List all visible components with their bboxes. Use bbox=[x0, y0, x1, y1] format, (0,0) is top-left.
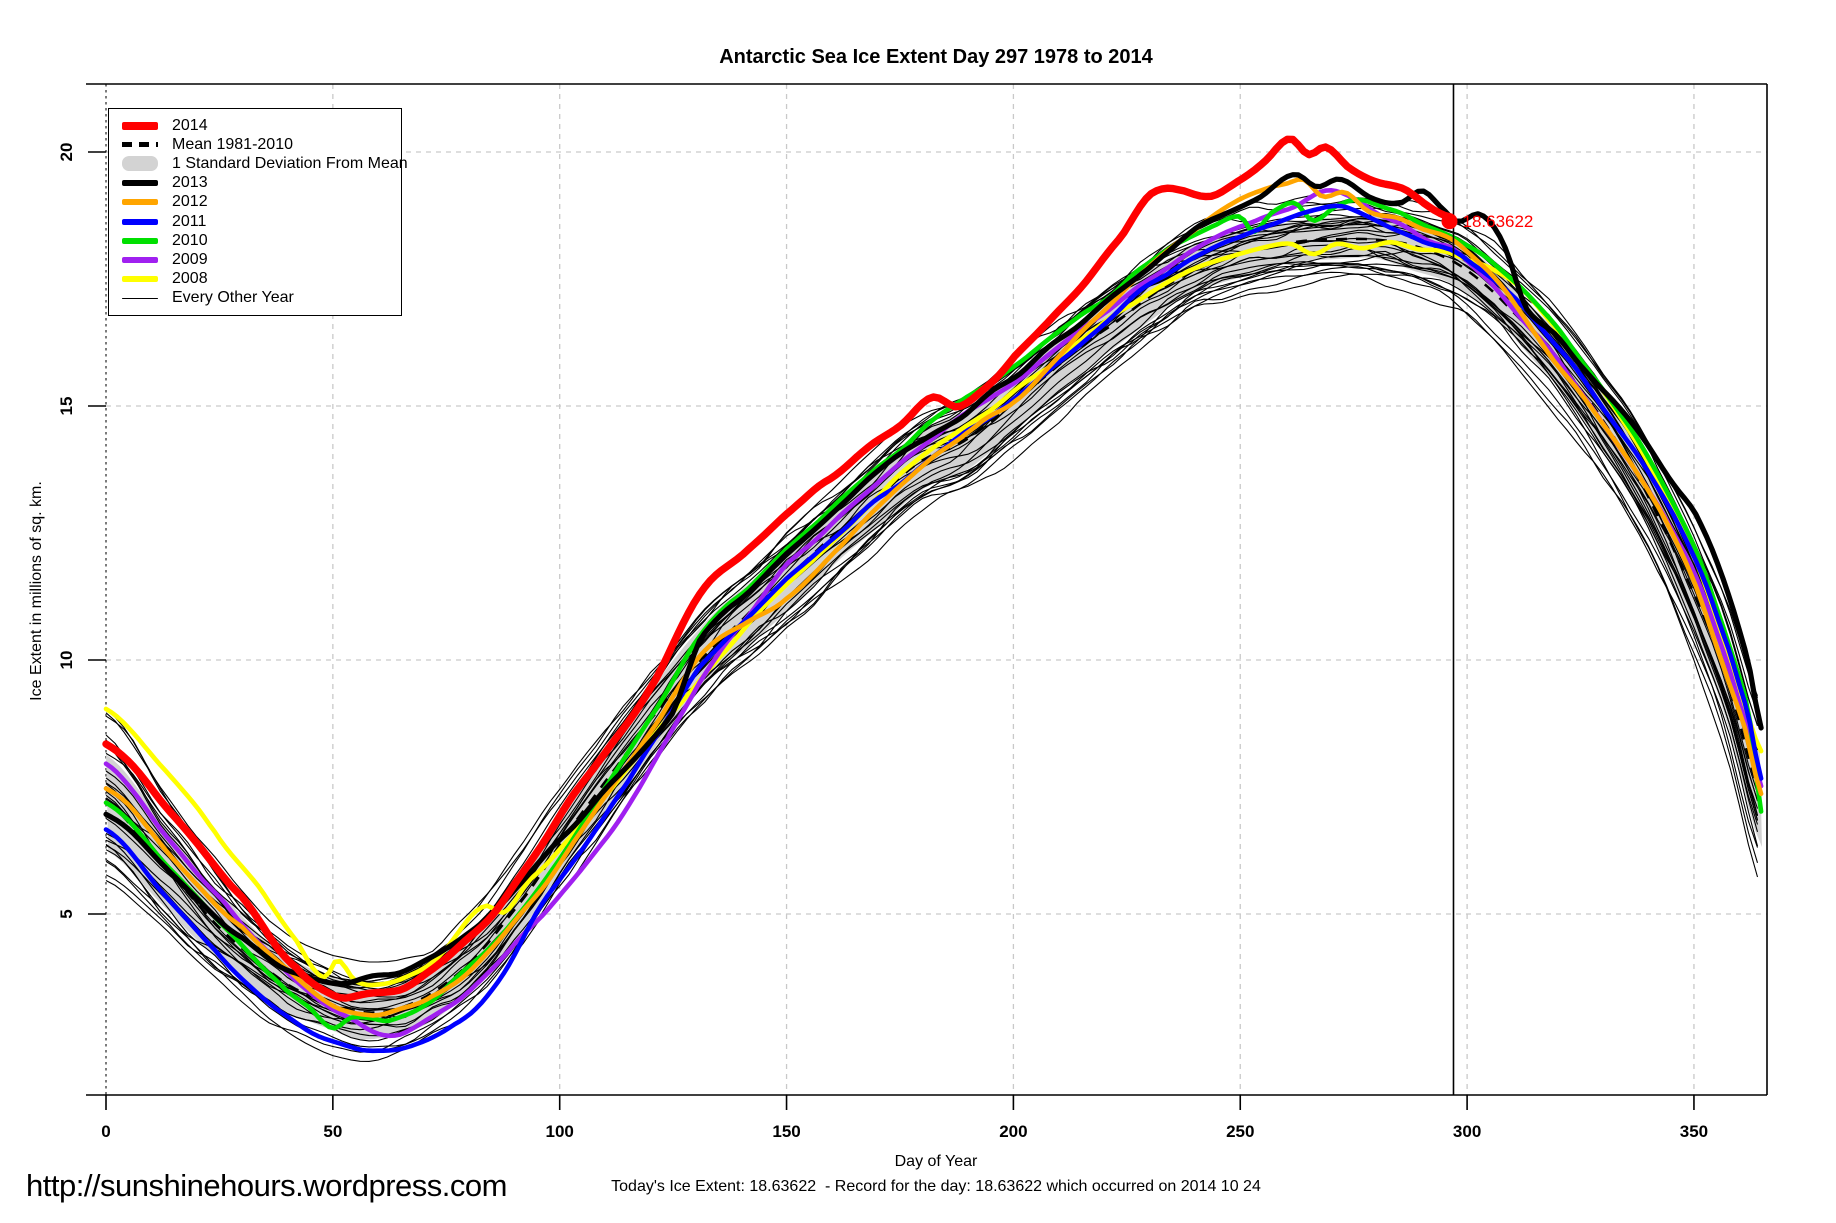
legend-swatch bbox=[122, 237, 158, 244]
x-tick-label-300: 300 bbox=[1453, 1122, 1481, 1141]
eoy-line-24 bbox=[105, 216, 1759, 1004]
eoy-line-10 bbox=[105, 254, 1759, 1011]
axis-tick-labels: 0 50 100 150 200 250 300 350 5 10 15 20 bbox=[57, 143, 1708, 1141]
x-tick-label-250: 250 bbox=[1226, 1122, 1254, 1141]
legend-swatch bbox=[122, 256, 158, 263]
legend-label: 1 Standard Deviation From Mean bbox=[172, 154, 408, 172]
legend-swatch bbox=[122, 199, 158, 206]
eoy-line-13 bbox=[105, 237, 1759, 1025]
legend-item-2008: 2008 bbox=[109, 270, 401, 289]
x-tick-label-100: 100 bbox=[546, 1122, 574, 1141]
legend-swatch bbox=[122, 297, 158, 300]
x-tick-label-0: 0 bbox=[101, 1122, 110, 1141]
legend-item-2010: 2010 bbox=[109, 231, 401, 250]
std-deviation-band bbox=[106, 215, 1762, 1040]
legend-label: 2014 bbox=[172, 116, 208, 134]
status-line: Today's Ice Extent: 18.63622 - Record fo… bbox=[611, 1178, 1261, 1195]
legend-swatch bbox=[122, 142, 158, 148]
eoy-line-2 bbox=[105, 264, 1759, 1053]
eoy-line-19 bbox=[105, 231, 1759, 989]
legend-item-2012: 2012 bbox=[109, 193, 401, 212]
legend-item-2011: 2011 bbox=[109, 212, 401, 231]
eoy-line-14 bbox=[105, 247, 1759, 1028]
eoy-line-11 bbox=[105, 245, 1759, 1031]
eoy-line-7 bbox=[105, 254, 1759, 1022]
mean-line bbox=[105, 237, 1761, 1015]
eoy-line-15 bbox=[105, 221, 1759, 1010]
series-line-2008 bbox=[103, 239, 1764, 988]
eoy-line-20 bbox=[105, 223, 1759, 990]
x-tick-label-200: 200 bbox=[999, 1122, 1027, 1141]
eoy-line-0 bbox=[105, 273, 1759, 1062]
eoy-line-9 bbox=[105, 244, 1759, 1012]
x-tick-label-350: 350 bbox=[1680, 1122, 1708, 1141]
eoy-line-3 bbox=[105, 266, 1759, 1052]
legend-swatch bbox=[122, 276, 158, 283]
legend-swatch bbox=[122, 156, 158, 172]
chart-title: Antarctic Sea Ice Extent Day 297 1978 to… bbox=[719, 46, 1153, 68]
current-extent-dot bbox=[1441, 213, 1458, 230]
series-line-2009 bbox=[103, 188, 1764, 1039]
eoy-line-16 bbox=[105, 220, 1759, 1020]
legend-label: 2013 bbox=[172, 174, 208, 192]
plot-frame bbox=[86, 83, 1768, 1096]
every-other-year-lines bbox=[105, 190, 1759, 1062]
eoy-line-1 bbox=[105, 271, 1759, 1048]
legend-swatch bbox=[122, 180, 158, 187]
legend-item-2014: 2014 bbox=[109, 116, 401, 135]
eoy-line-6 bbox=[105, 262, 1759, 1042]
eoy-line-4 bbox=[105, 262, 1759, 1037]
legend-label: 2009 bbox=[172, 250, 208, 268]
x-tick-label-50: 50 bbox=[323, 1122, 342, 1141]
eoy-line-17 bbox=[105, 224, 1759, 998]
legend-label: 2011 bbox=[172, 212, 207, 230]
y-tick-label-10: 10 bbox=[57, 651, 76, 670]
legend-item-mean-1981-2010: Mean 1981-2010 bbox=[109, 135, 401, 154]
series-line-2014 bbox=[102, 135, 1455, 1002]
current-value-annotation: 18.63622 bbox=[1462, 212, 1534, 232]
legend-label: 2012 bbox=[172, 193, 208, 211]
legend-label: Every Other Year bbox=[172, 289, 294, 307]
eoy-line-23 bbox=[105, 220, 1759, 997]
series-line-2012 bbox=[103, 177, 1764, 1018]
eoy-line-21 bbox=[105, 229, 1759, 984]
legend-item-every-other-year: Every Other Year bbox=[109, 289, 401, 308]
gridlines bbox=[106, 84, 1767, 1095]
series-line-2010 bbox=[103, 197, 1764, 1031]
x-axis-label: Day of Year bbox=[894, 1153, 978, 1170]
legend-label: 2010 bbox=[172, 231, 208, 249]
legend-swatch bbox=[122, 121, 158, 130]
axis-ticks bbox=[88, 151, 1695, 1110]
legend-item-2013: 2013 bbox=[109, 174, 401, 193]
y-tick-label-20: 20 bbox=[57, 143, 76, 162]
legend-item-2009: 2009 bbox=[109, 250, 401, 269]
series-line-2013 bbox=[103, 172, 1764, 987]
eoy-line-5 bbox=[105, 261, 1759, 1026]
legend-box: 2014 Mean 1981-2010 1 Standard Deviation F… bbox=[108, 108, 408, 316]
x-tick-label-150: 150 bbox=[772, 1122, 800, 1141]
legend-label: Mean 1981-2010 bbox=[172, 135, 293, 153]
site-url: http://sunshinehours.wordpress.com bbox=[26, 1168, 507, 1203]
y-tick-label-15: 15 bbox=[57, 397, 76, 416]
legend-swatch bbox=[122, 218, 158, 225]
y-tick-label-5: 5 bbox=[57, 909, 76, 918]
legend-label: 2008 bbox=[172, 270, 208, 288]
eoy-line-8 bbox=[105, 250, 1759, 1018]
legend-item-1-standard-deviation-from-mean: 1 Standard Deviation From Mean bbox=[109, 154, 408, 173]
